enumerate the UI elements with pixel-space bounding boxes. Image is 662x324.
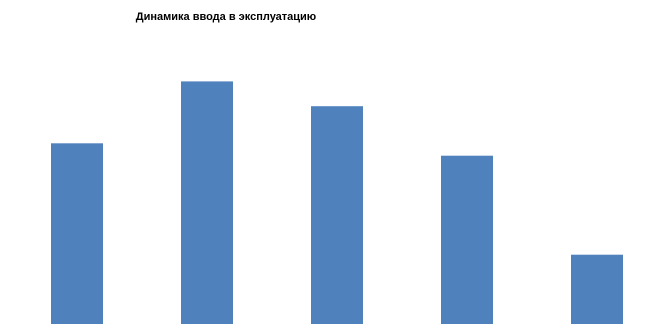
bar-5 — [571, 254, 623, 324]
bar-3 — [311, 106, 363, 324]
bar-2 — [181, 81, 233, 324]
bars-group — [51, 81, 623, 324]
chart-title: Динамика ввода в эксплуатацию — [136, 11, 316, 23]
bar-4 — [441, 155, 493, 324]
bar-1 — [51, 143, 103, 324]
